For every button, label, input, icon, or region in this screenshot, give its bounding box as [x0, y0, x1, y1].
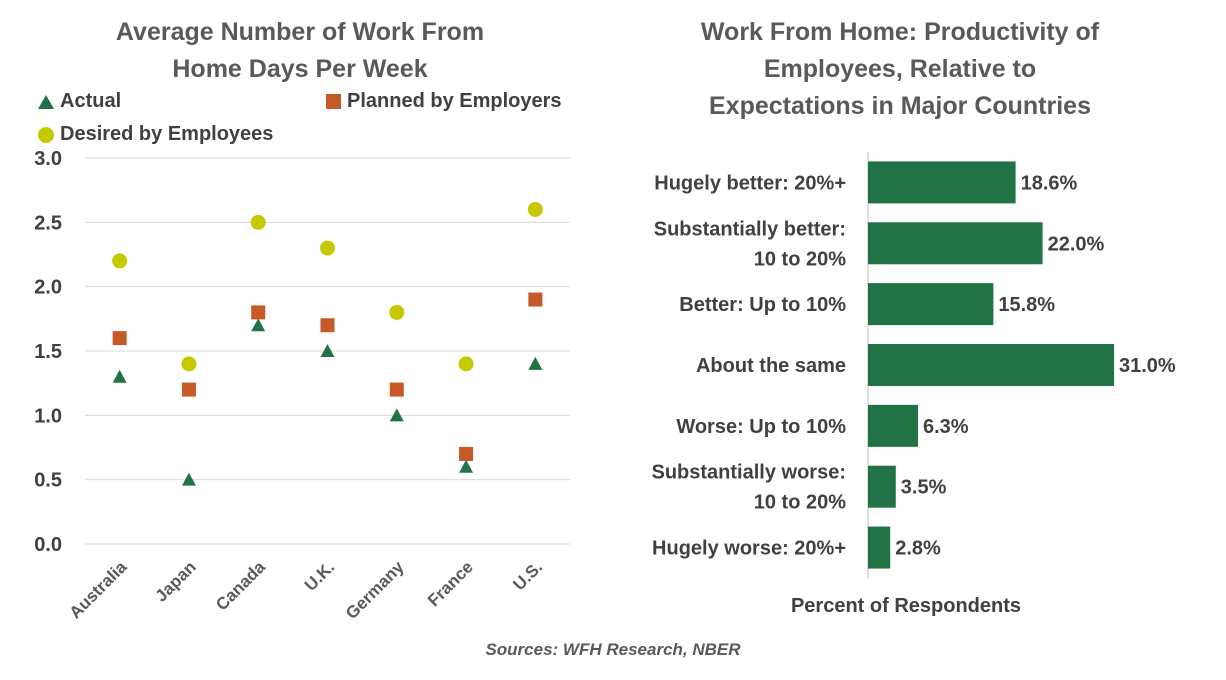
- bar: [868, 283, 994, 326]
- data-point-planned: [389, 382, 404, 397]
- category-label: Substantially better:: [654, 218, 846, 240]
- data-point-desired: [389, 304, 405, 320]
- data-point-planned: [459, 446, 474, 461]
- legend-label: Actual: [60, 90, 122, 112]
- y-tick-label: 2.0: [34, 277, 62, 299]
- x-tick-label: U.K.: [301, 557, 338, 594]
- data-point-planned: [181, 382, 196, 397]
- data-point-actual: [251, 318, 266, 332]
- data-point-desired: [181, 356, 197, 372]
- data-point-actual: [181, 472, 196, 486]
- data-point-actual: [320, 344, 335, 357]
- bar: [868, 161, 1016, 204]
- category-label: About the same: [696, 355, 846, 377]
- scatter-chart: 0.0 0.5 1.0 1.5 2.0 2.5 3.0 Australia Japan Canad…: [34, 148, 570, 623]
- category-label: Hugely better: 20%+: [654, 172, 846, 194]
- right-chart-title-line: Expectations in Major Countries: [708, 92, 1091, 120]
- right-chart-title-line: Employees, Relative to: [763, 55, 1037, 83]
- bar-value-label: 3.5%: [901, 477, 947, 499]
- data-point-desired: [527, 201, 543, 217]
- y-tick-label: 1.0: [34, 405, 62, 427]
- bar: [868, 465, 896, 508]
- data-point-actual: [459, 459, 474, 473]
- data-point-planned: [320, 318, 335, 333]
- bar-value-label: 22.0%: [1048, 233, 1105, 255]
- bar-value-label: 18.6%: [1021, 172, 1078, 194]
- bar: [868, 222, 1043, 265]
- x-tick-label: Canada: [212, 557, 269, 614]
- y-tick-label: 3.0: [34, 148, 62, 170]
- data-point-actual: [389, 408, 404, 422]
- y-tick-label: 0.5: [34, 470, 62, 492]
- legend-label: Planned by Employers: [347, 90, 562, 112]
- data-point-desired: [250, 214, 266, 230]
- square-marker-icon: [326, 94, 341, 109]
- left-chart-title: Average Number of Work From Home Days Pe…: [85, 14, 515, 88]
- bar: [868, 404, 918, 447]
- triangle-marker-icon: [38, 94, 54, 109]
- y-tick-label: 0.0: [34, 534, 62, 556]
- source-note: Sources: WFH Research, NBER: [485, 640, 741, 659]
- category-label: Hugely worse: 20%+: [652, 538, 846, 560]
- bar-value-label: 31.0%: [1119, 355, 1176, 377]
- data-point-desired: [458, 356, 474, 372]
- data-point-desired: [112, 253, 128, 269]
- y-tick-label: 1.5: [34, 341, 62, 363]
- legend-label: Desired by Employees: [60, 123, 274, 145]
- y-tick-label: 2.5: [34, 212, 62, 234]
- bar-value-label: 15.8%: [998, 294, 1055, 316]
- x-tick-label: Germany: [342, 557, 408, 623]
- x-tick-label: France: [424, 557, 477, 610]
- legend-item-planned: Planned by Employers: [326, 90, 562, 113]
- data-point-planned: [528, 292, 543, 307]
- right-chart-title-line: Work From Home: Productivity of: [700, 18, 1100, 46]
- right-chart-title: Work From Home: Productivity of Employee…: [640, 14, 1160, 125]
- category-label: Worse: Up to 10%: [676, 416, 846, 438]
- category-label: 10 to 20%: [754, 248, 846, 270]
- data-point-desired: [320, 240, 335, 256]
- bar-value-label: 2.8%: [895, 538, 941, 560]
- bar: [868, 526, 891, 569]
- data-point-planned: [112, 331, 127, 346]
- circle-marker-icon: [38, 126, 54, 143]
- left-chart-title-line: Average Number of Work From: [115, 18, 485, 46]
- legend-item-desired: Desired by Employees: [38, 123, 273, 146]
- data-point-planned: [251, 305, 266, 320]
- data-point-actual: [528, 356, 543, 370]
- bar-value-label: 6.3%: [923, 416, 969, 438]
- category-label: Substantially worse:: [652, 462, 847, 484]
- bar: [868, 344, 1114, 386]
- x-tick-label: Australia: [66, 557, 131, 622]
- legend-item-actual: Actual: [38, 90, 121, 113]
- x-tick-label: U.S.: [509, 557, 546, 594]
- x-tick-label: Japan: [152, 557, 200, 605]
- x-axis-title: Percent of Respondents: [791, 595, 1021, 617]
- left-chart-title-line: Home Days Per Week: [172, 55, 428, 83]
- category-label: 10 to 20%: [754, 492, 846, 514]
- data-point-actual: [112, 369, 127, 383]
- bar-chart: 18.6% Hugely better: 20%+ 22.0% Substantial…: [652, 152, 1176, 617]
- category-label: Better: Up to 10%: [679, 294, 846, 316]
